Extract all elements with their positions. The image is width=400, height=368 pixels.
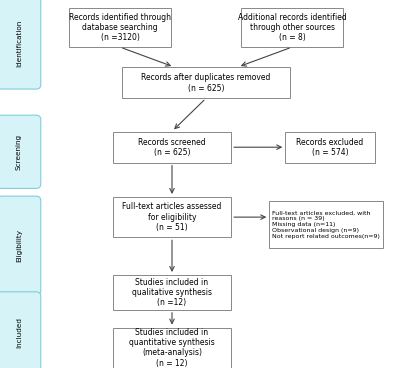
FancyBboxPatch shape xyxy=(0,0,41,89)
Text: Studies included in
quantitative synthesis
(meta-analysis)
(n = 12): Studies included in quantitative synthes… xyxy=(129,328,215,368)
FancyBboxPatch shape xyxy=(113,132,231,163)
Text: Records excluded
(n = 574): Records excluded (n = 574) xyxy=(296,138,364,157)
FancyBboxPatch shape xyxy=(69,8,171,47)
FancyBboxPatch shape xyxy=(113,197,231,237)
Text: Additional records identified
through other sources
(n = 8): Additional records identified through ot… xyxy=(238,13,346,42)
FancyBboxPatch shape xyxy=(285,132,375,163)
Text: Included: Included xyxy=(16,316,22,348)
Text: Records identified through
database searching
(n =3120): Records identified through database sear… xyxy=(69,13,171,42)
FancyBboxPatch shape xyxy=(113,328,231,368)
Text: Full-text articles excluded, with
reasons (n = 39)
Missing data (n=11)
Observati: Full-text articles excluded, with reason… xyxy=(272,210,380,238)
FancyBboxPatch shape xyxy=(0,292,41,368)
Text: Records after duplicates removed
(n = 625): Records after duplicates removed (n = 62… xyxy=(141,73,271,92)
FancyBboxPatch shape xyxy=(122,67,290,98)
FancyBboxPatch shape xyxy=(0,196,41,295)
FancyBboxPatch shape xyxy=(113,275,231,310)
Text: Records screened
(n = 625): Records screened (n = 625) xyxy=(138,138,206,157)
FancyBboxPatch shape xyxy=(269,201,383,248)
Text: Full-text articles assessed
for eligibility
(n = 51): Full-text articles assessed for eligibil… xyxy=(122,202,222,232)
Text: Identification: Identification xyxy=(16,20,22,67)
Text: Eligibility: Eligibility xyxy=(16,229,22,262)
Text: Studies included in
qualitative synthesis
(n =12): Studies included in qualitative synthesi… xyxy=(132,278,212,307)
Text: Screening: Screening xyxy=(16,134,22,170)
FancyBboxPatch shape xyxy=(241,8,343,47)
FancyBboxPatch shape xyxy=(0,115,41,188)
